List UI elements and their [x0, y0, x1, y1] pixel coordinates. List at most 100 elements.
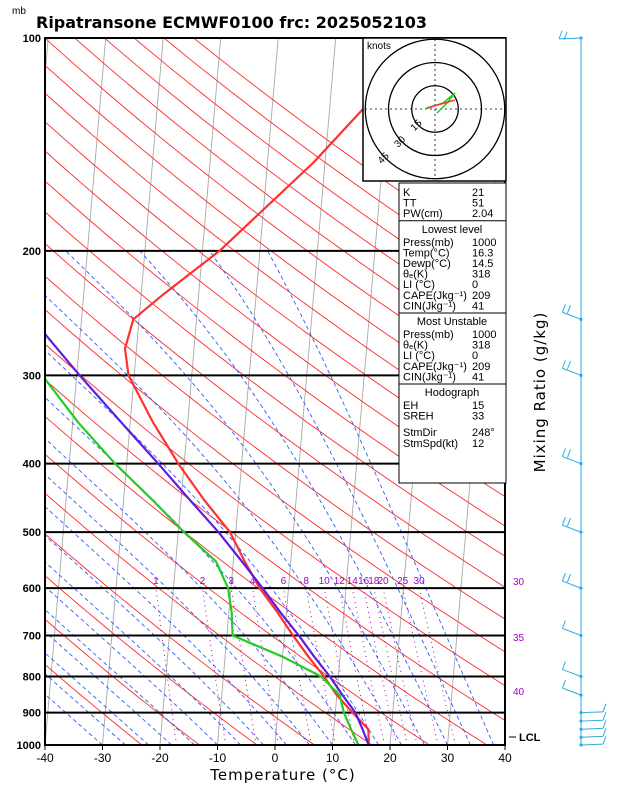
table-label: Dewp(°C): [403, 258, 451, 270]
mixing-ratio-line: [382, 588, 418, 745]
theta-e-labels: 30 35 40: [513, 577, 525, 698]
isotherm-line: [102, 38, 164, 745]
wind-barb: [580, 727, 603, 730]
isotherm-line: [274, 38, 337, 745]
dry-adiabat-line: [45, 618, 200, 745]
moist-adiabat-line: [45, 693, 103, 745]
table-value: 41: [472, 300, 484, 312]
dry-adiabat-line: [45, 453, 430, 745]
theta-e-label: 40: [513, 687, 525, 698]
wind-barb: [559, 37, 582, 40]
table-value: 248°: [472, 427, 495, 439]
pressure-tick-label: 800: [23, 671, 41, 683]
wind-barb: [562, 668, 582, 677]
moist-adiabat-line: [45, 294, 402, 745]
isotherm-line: [159, 38, 222, 745]
hodograph-units: knots: [367, 41, 391, 52]
pressure-tick-label: 400: [23, 459, 41, 471]
wind-barb: [562, 687, 582, 696]
pressure-tick-label: 100: [23, 33, 41, 45]
table-label: θₑ(K): [403, 340, 428, 352]
wind-barb-flag: [602, 712, 607, 721]
mixing-ratio-line: [282, 588, 312, 745]
moist-adiabat-line: [45, 609, 195, 745]
table-value: 12: [472, 438, 484, 450]
wind-barb-flag: [566, 305, 571, 314]
wind-barb-flag: [602, 703, 607, 712]
dry-adiabat-line: [45, 150, 505, 498]
pressure-tick-label: 500: [23, 527, 41, 539]
wind-barb-flag: [558, 30, 563, 40]
pressure-units: mb: [12, 6, 26, 17]
table-label: PW(cm): [403, 208, 443, 220]
wind-barb: [562, 627, 582, 636]
dry-adiabat-line: [45, 415, 488, 745]
wind-barb-flag: [566, 517, 571, 527]
wind-barb-flag: [561, 661, 566, 670]
table-value: 209: [472, 361, 490, 373]
table-label: Temp(°C): [403, 247, 450, 259]
table-label: TT: [403, 198, 417, 210]
lcl-label: LCL: [519, 732, 541, 744]
wind-level-dot: [579, 719, 583, 723]
table-value: 0: [472, 279, 478, 291]
moist-adiabat-line: [45, 505, 287, 745]
mixing-ratio-label: 14: [347, 576, 359, 587]
sounding-series: [45, 38, 423, 745]
mixing-ratio-line: [155, 588, 177, 745]
temperature-tick-label: 30: [441, 751, 455, 765]
parcel-profile-line: [45, 332, 370, 745]
wind-barb-flag: [561, 572, 566, 582]
table-label: StmSpd(kt): [403, 438, 458, 450]
chart-title: Ripatransone ECMWF0100 frc: 2025052103: [36, 13, 427, 32]
table-label: θₑ(K): [403, 269, 428, 281]
pressure-tick-label: 600: [23, 583, 41, 595]
wind-barb-flag: [561, 304, 566, 313]
wind-barb-flag: [561, 516, 566, 526]
table-value: 209: [472, 290, 490, 302]
moist-adiabat-line: [45, 396, 356, 745]
mixing-ratio-line: [202, 588, 227, 745]
wind-barb-flag: [563, 31, 568, 41]
table-label: EH: [403, 400, 418, 412]
x-axis-label: Temperature (°C): [209, 766, 355, 784]
table-value: 33: [472, 411, 484, 423]
pressure-tick-label: 700: [23, 630, 41, 642]
pressure-tick-label: 300: [23, 370, 41, 382]
table-label: CAPE(Jkg⁻¹): [403, 290, 467, 302]
mixing-ratio-line: [230, 588, 257, 745]
moist-adiabat-line: [45, 473, 310, 745]
dry-adiabat-line: [45, 275, 505, 620]
mixing-ratio-label: 3: [229, 576, 235, 587]
wind-barb-flag: [561, 360, 566, 369]
dry-adiabat-line: [45, 343, 505, 687]
dry-adiabat-line: [45, 533, 315, 745]
mixing-ratio-label: 25: [397, 576, 409, 587]
wind-barb: [562, 524, 582, 533]
table-label: Press(mb): [403, 329, 454, 341]
wind-barb-flag: [561, 679, 566, 689]
isotherm-line: [45, 38, 107, 745]
temperature-tick-label: 20: [383, 751, 397, 765]
dry-adiabat-line: [45, 492, 373, 745]
table-label: CIN(Jkg⁻¹): [403, 300, 456, 312]
table-label: CAPE(Jkg⁻¹): [403, 361, 467, 373]
wind-barb: [562, 311, 582, 320]
dry-adiabat-line: [45, 663, 143, 745]
table-label: LI (°C): [403, 279, 435, 291]
dry-adiabat-line: [45, 379, 505, 722]
wind-barb: [580, 735, 603, 738]
table-value: 2.04: [472, 208, 493, 220]
temperature-tick-label: -30: [94, 751, 112, 765]
table-label: StmDir: [403, 427, 437, 439]
mixing-ratio-label: 16: [358, 576, 370, 587]
temperature-tick-label: -10: [209, 751, 227, 765]
table-label: CIN(Jkg⁻¹): [403, 371, 456, 383]
wind-barb-flag: [561, 448, 566, 457]
table-value: 41: [472, 371, 484, 383]
mixing-ratio-label: 30: [414, 576, 426, 587]
mixing-ratio-label: 10: [319, 576, 331, 587]
